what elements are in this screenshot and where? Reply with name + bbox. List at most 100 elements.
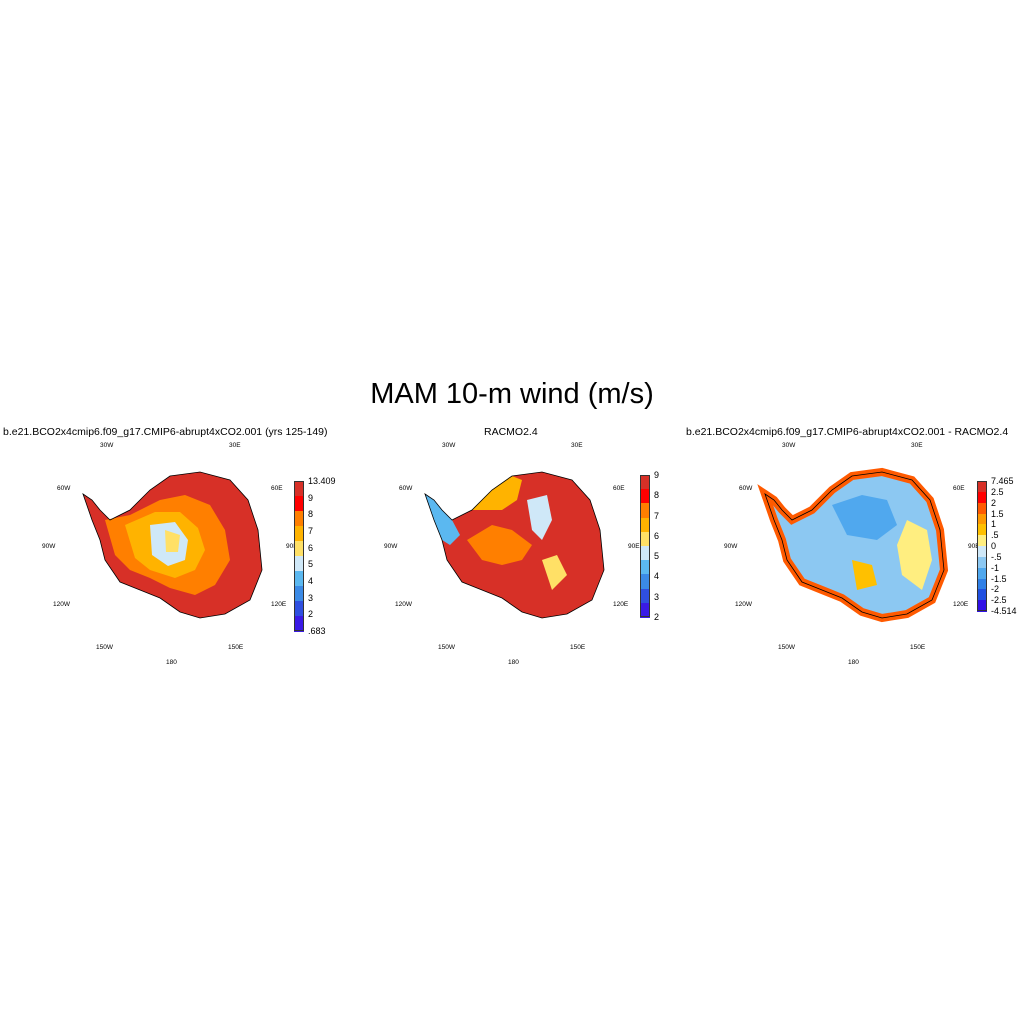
- colorbar-segment: [977, 567, 987, 580]
- panel-racmo: RACMO2.4 30W 30E 60W 60E 90W 90E 120W 12…: [342, 420, 682, 670]
- colorbar-segment: [977, 556, 987, 569]
- colorbar-segment: [294, 541, 304, 557]
- lon-label: 150E: [228, 644, 244, 651]
- colorbar-tick-label: 7.465: [991, 476, 1014, 486]
- colorbar-segment: [977, 600, 987, 612]
- colorbar-segment: [977, 578, 987, 591]
- lon-label: 90W: [42, 543, 56, 550]
- colorbar-segment: [640, 503, 650, 519]
- colorbar-tick-label: 2: [308, 609, 314, 620]
- colorbar-tick-label: -2: [991, 584, 1000, 595]
- colorbar-tick-label: 2.5: [991, 486, 1004, 497]
- lon-label: 90E: [286, 543, 298, 550]
- colorbar-tick-label: 4: [308, 576, 314, 586]
- lon-label: 150W: [778, 644, 795, 651]
- colorbar-tick-label: -1: [991, 562, 1000, 573]
- antarctica-map: [82, 471, 263, 619]
- colorbar-segment: [640, 475, 650, 491]
- lon-label: 180: [848, 659, 859, 666]
- colorbar-segment: [294, 601, 304, 617]
- colorbar-segment: [640, 588, 650, 604]
- coastline: [82, 471, 263, 619]
- lon-label: 120E: [271, 601, 287, 608]
- lon-label: 150E: [570, 644, 586, 651]
- colorbar-frame: [977, 481, 987, 611]
- lon-label: 120W: [53, 601, 70, 608]
- colorbar-tick-label: .683: [308, 626, 326, 636]
- colorbar-tick-label: 0: [991, 541, 997, 551]
- colorbar-tick-label: -1.5: [991, 573, 1007, 584]
- colorbar-segment: [294, 616, 304, 632]
- lon-label: 90W: [724, 543, 738, 550]
- colorbar-segment: [977, 546, 987, 558]
- panel-difference: b.e21.BCO2x4cmip6.f09_g17.CMIP6-abrupt4x…: [682, 420, 1022, 670]
- colorbar-tick-label: 7: [308, 526, 314, 536]
- map-fill: [425, 472, 604, 618]
- colorbar-tick-label: 1: [991, 519, 997, 530]
- colorbar-tick-label: 5: [654, 551, 660, 562]
- colorbar-segment: [640, 602, 650, 618]
- lon-label: 150E: [910, 644, 926, 651]
- lon-label: 60E: [613, 485, 625, 492]
- colorbar-tick-label: 2: [654, 612, 660, 622]
- colorbar: 13.409 9 8 7 6 5 4 3 2 .683: [294, 476, 336, 636]
- lon-label: 120W: [395, 601, 412, 608]
- colorbar-segment: [294, 571, 304, 587]
- colorbar-segment: [977, 513, 987, 526]
- panel-model: b.e21.BCO2x4cmip6.f09_g17.CMIP6-abrupt4x…: [0, 420, 340, 670]
- lon-label: 60W: [57, 485, 71, 492]
- lon-label: 30E: [229, 442, 241, 449]
- lon-label: 30W: [100, 442, 114, 449]
- lon-label: 180: [166, 659, 177, 666]
- map-fill: [83, 472, 262, 618]
- colorbar-tick-label: 4: [654, 571, 660, 582]
- colorbar-tick-label: 9: [654, 470, 660, 480]
- colorbar-tick-label: 5: [308, 559, 314, 570]
- colorbar-segment: [640, 546, 650, 562]
- colorbar-segment: [977, 589, 987, 602]
- lon-label: 60E: [953, 485, 965, 492]
- colorbar-tick-label: 3: [654, 591, 660, 602]
- lon-label: 30E: [911, 442, 923, 449]
- colorbar-segment: [977, 535, 987, 547]
- colorbar-tick-label: .5: [991, 530, 999, 541]
- colorbar-segment: [640, 517, 650, 533]
- colorbar-segment: [294, 526, 304, 542]
- colorbar-tick-label: 6: [654, 530, 660, 541]
- antarctica-map: [757, 467, 949, 623]
- lon-label: 30W: [782, 442, 796, 449]
- coastline: [764, 471, 945, 619]
- panel-title: b.e21.BCO2x4cmip6.f09_g17.CMIP6-abrupt4x…: [3, 426, 328, 438]
- lon-label: 60W: [739, 485, 753, 492]
- colorbar-segment: [977, 491, 987, 504]
- lon-label: 60E: [271, 485, 283, 492]
- colorbar-tick-label: 6: [308, 542, 314, 553]
- lon-label: 30W: [442, 442, 456, 449]
- colorbar-segment: [977, 524, 987, 537]
- colorbar-segment: [294, 481, 304, 497]
- lon-label: 90E: [968, 543, 980, 550]
- colorbar-tick-label: 13.409: [308, 476, 336, 486]
- lon-label: 90E: [628, 543, 640, 550]
- colorbar: 9 8 7 6 5 4 3 2: [640, 470, 680, 622]
- colorbar-tick-label: 1.5: [991, 508, 1004, 519]
- colorbar-segment: [640, 574, 650, 590]
- colorbar-tick-label: 8: [308, 509, 314, 520]
- lon-label: 30E: [571, 442, 583, 449]
- colorbar-segment: [977, 502, 987, 515]
- map-fill: [757, 467, 949, 623]
- colorbar-tick-label: 2: [991, 497, 997, 508]
- colorbar: 7.465 2.5 2 1.5 1.5 0 -.5 -1 -1.5 -2 -2.5 -4.514: [977, 476, 1019, 616]
- lon-label: 120W: [735, 601, 752, 608]
- colorbar-segment: [294, 556, 304, 572]
- colorbar-segment: [294, 511, 304, 527]
- colorbar-tick-label: 3: [308, 592, 314, 603]
- lon-label: 90W: [384, 543, 398, 550]
- colorbar-frame: [294, 481, 304, 631]
- colorbar-segment: [977, 481, 987, 493]
- colorbar-frame: [640, 475, 650, 617]
- colorbar-segment: [294, 586, 304, 602]
- colorbar-tick-label: -.5: [991, 551, 1002, 562]
- panel-title: RACMO2.4: [484, 426, 538, 438]
- colorbar-tick-label: -4.514: [991, 606, 1017, 616]
